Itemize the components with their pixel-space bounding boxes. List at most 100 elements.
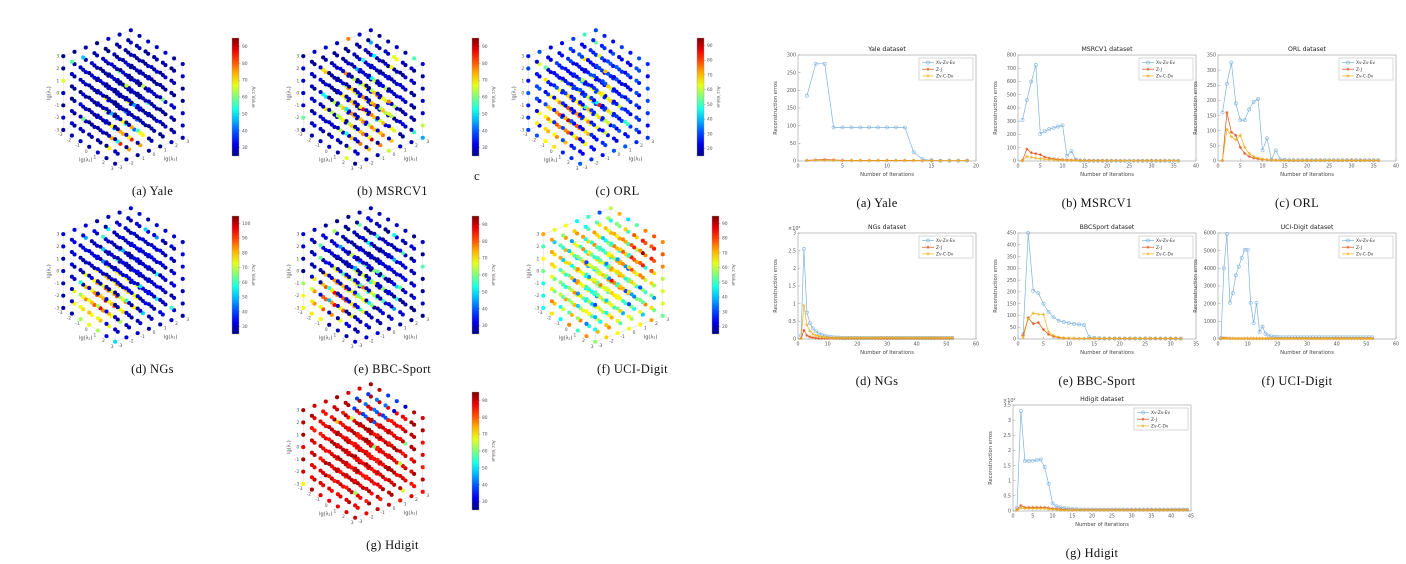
svg-text:-1: -1: [75, 143, 80, 149]
svg-text:lg(λᵥ): lg(λᵥ): [286, 440, 292, 454]
svg-text:70: 70: [722, 250, 728, 256]
svg-text:1: 1: [558, 154, 561, 160]
svg-text:lg(λᵥ): lg(λᵥ): [46, 86, 52, 100]
svg-text:40: 40: [482, 306, 488, 312]
svg-text:2: 2: [296, 420, 299, 426]
svg-text:60: 60: [482, 449, 488, 455]
svg-text:15: 15: [1282, 164, 1288, 170]
svg-text:1000: 1000: [1204, 319, 1216, 325]
svg-text:Z-J: Z-J: [936, 67, 942, 73]
svg-text:10: 10: [825, 342, 831, 348]
svg-text:200: 200: [1007, 290, 1016, 296]
svg-text:Reconstruction erros: Reconstruction erros: [993, 81, 999, 135]
scatter3d-orl-plot: -3 -3 -3 -2 -2 -2 -1 -1 -1 0 0 0 1 1 1 2 2 2 3 3 3 lg(λ₁) lg(λ…: [500, 28, 735, 184]
svg-text:Reconstruction erros: Reconstruction erros: [1193, 259, 1199, 313]
subplot-caption: (c) ORL: [595, 184, 640, 198]
svg-text:2: 2: [415, 497, 418, 503]
svg-text:30: 30: [482, 145, 488, 151]
svg-text:80: 80: [482, 415, 488, 421]
svg-text:20: 20: [854, 342, 860, 348]
svg-text:1: 1: [333, 332, 336, 338]
svg-text:3: 3: [351, 344, 354, 350]
linechart-msrcv1-plot: MSRCV1 dataset 0 5 10 15 20 25 30 35 40 0 100 200 300…: [988, 42, 1206, 196]
svg-text:90: 90: [242, 236, 248, 242]
subplot-line-ngs: NGs dataset 0 10 20 30 40 50 60 0 0.5 1 1.5 2 2.5 3 ×10…: [768, 220, 986, 389]
svg-text:2: 2: [102, 338, 105, 344]
svg-text:Zv-C-Dv: Zv-C-Dv: [1356, 74, 1374, 80]
subplot-3d-bbcsport: -3 -3 -3 -2 -2 -2 -1 -1 -1 0 0 0 1 1 1 2 2 2 3 3 3 lg(λ₁) lg(λ…: [275, 206, 510, 377]
svg-text:BBCSport dataset: BBCSport dataset: [1080, 224, 1135, 231]
linechart-ucidigit-plot: UCI-Digit dataset 0 10 20 30 40 50 60 0 1000 2000 3…: [1188, 220, 1406, 374]
svg-text:-2: -2: [520, 115, 525, 121]
linechart-svg: ORL dataset 0 5 10 15 20 25 30 35 40 0 50 100 150 200 2…: [1193, 46, 1399, 178]
svg-text:3: 3: [351, 520, 354, 526]
svg-text:3: 3: [186, 139, 189, 145]
svg-text:2.5: 2.5: [788, 248, 796, 254]
svg-text:1: 1: [296, 256, 299, 262]
svg-text:5: 5: [1239, 164, 1242, 170]
svg-text:0: 0: [1013, 159, 1016, 165]
svg-text:30: 30: [482, 323, 488, 329]
subplot-caption: (a) Yale: [131, 184, 174, 198]
svg-text:1: 1: [333, 508, 336, 514]
svg-text:30: 30: [1168, 342, 1174, 348]
svg-text:lg(λ₂): lg(λ₂): [164, 157, 177, 163]
svg-text:50: 50: [242, 295, 248, 301]
svg-text:2: 2: [175, 143, 178, 149]
svg-text:0: 0: [1016, 342, 1019, 348]
svg-text:Acc Value: Acc Value: [490, 86, 496, 108]
svg-text:-2: -2: [369, 160, 374, 166]
svg-text:-2: -2: [295, 115, 300, 121]
svg-text:3: 3: [666, 317, 669, 323]
svg-text:2: 2: [415, 143, 418, 149]
svg-text:-1: -1: [75, 321, 80, 327]
svg-text:0: 0: [796, 342, 799, 348]
svg-text:Acc Value: Acc Value: [715, 86, 721, 108]
svg-text:MSRCV1 dataset: MSRCV1 dataset: [1081, 46, 1133, 53]
scatter3d-ucidigit-plot: -3 -3 -3 -2 -2 -2 -1 -1 -1 0 0 0 1 1 1 2 2 2 3 3 3 lg(λ₁) lg(λ…: [515, 206, 750, 362]
svg-text:40: 40: [242, 309, 248, 315]
subplot-caption: (e) BBC-Sport: [353, 362, 432, 376]
svg-text:0.5: 0.5: [788, 319, 796, 325]
svg-text:Acc Value: Acc Value: [490, 440, 496, 462]
svg-text:10: 10: [884, 164, 890, 170]
svg-text:-3: -3: [295, 127, 300, 133]
svg-text:0: 0: [392, 506, 395, 512]
svg-text:Number of Iterations: Number of Iterations: [1080, 172, 1134, 178]
svg-text:3: 3: [521, 54, 524, 60]
svg-text:20: 20: [1117, 342, 1123, 348]
svg-text:lg(λ₁): lg(λ₁): [559, 336, 572, 342]
svg-text:70: 70: [482, 256, 488, 262]
svg-text:800: 800: [1007, 53, 1016, 59]
svg-text:150: 150: [1207, 113, 1216, 119]
svg-text:-3: -3: [298, 486, 303, 492]
svg-text:0: 0: [56, 269, 59, 275]
svg-text:lg(λ₁): lg(λ₁): [79, 336, 92, 342]
svg-text:25: 25: [1126, 164, 1132, 170]
svg-text:40: 40: [722, 295, 728, 301]
svg-text:UCI-Digit dataset: UCI-Digit dataset: [1281, 224, 1334, 231]
svg-text:Z-J: Z-J: [1356, 67, 1362, 73]
svg-text:90: 90: [482, 222, 488, 228]
svg-text:15: 15: [928, 164, 934, 170]
svg-text:30: 30: [884, 342, 890, 348]
svg-text:35: 35: [1371, 164, 1377, 170]
svg-text:100: 100: [1207, 128, 1216, 134]
subplot-3d-msrcv1: -3 -3 -3 -2 -2 -2 -1 -1 -1 0 0 0 1 1 1 2 2 2 3 3 3 lg(λ₁) lg(λ…: [275, 28, 510, 199]
svg-text:3: 3: [426, 493, 429, 499]
svg-text:1: 1: [93, 154, 96, 160]
svg-text:Number of Iterations: Number of Iterations: [1280, 350, 1334, 356]
svg-text:-1: -1: [605, 156, 610, 162]
svg-text:80: 80: [242, 250, 248, 256]
subplot-caption: (c) ORL: [1274, 196, 1320, 210]
svg-text:50: 50: [242, 111, 248, 117]
svg-text:2: 2: [640, 143, 643, 149]
svg-text:-1: -1: [315, 143, 320, 149]
svg-text:30: 30: [707, 131, 713, 137]
svg-text:-3: -3: [58, 310, 63, 316]
subplot-caption: (d) NGs: [131, 362, 174, 376]
svg-text:2: 2: [342, 338, 345, 344]
linechart-orl-plot: ORL dataset 0 5 10 15 20 25 30 35 40 0 50 100 150 200 2…: [1188, 42, 1406, 196]
